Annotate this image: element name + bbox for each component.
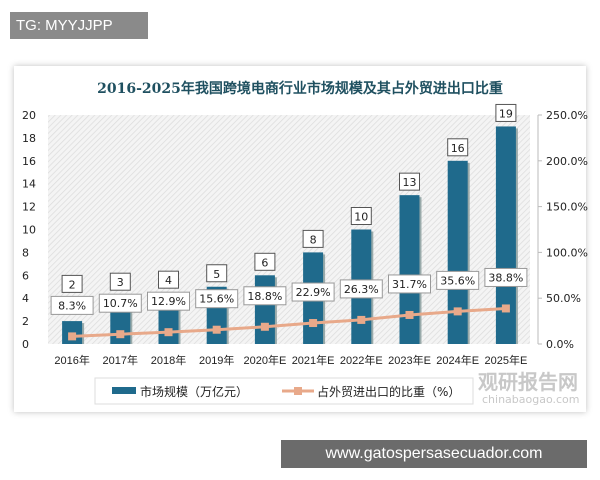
y-tick-label: 0 (22, 338, 29, 351)
bar-label: 8 (310, 233, 317, 246)
x-tick-label: 2025年E (484, 353, 527, 367)
bar-label-box (109, 272, 131, 291)
line-marker (68, 332, 77, 341)
line-label-box (388, 274, 431, 294)
logo-watermark: 观研报告网 (478, 370, 578, 394)
line-label: 8.3% (58, 299, 86, 312)
y-tick-label: 16 (22, 155, 36, 168)
bar-label-box (206, 264, 228, 283)
x-tick-label: 2017年 (103, 353, 138, 367)
bar-label: 4 (165, 274, 172, 287)
y-tick-label: 8 (22, 246, 29, 259)
y-tick-label: 10 (22, 224, 36, 237)
line-label: 26.3% (344, 283, 379, 296)
line-label-box (98, 293, 142, 313)
legend-bar-label: 市场规模（万亿元） (140, 384, 248, 399)
line-label-box (50, 295, 94, 315)
line-label: 22.9% (296, 286, 331, 299)
bar (447, 160, 468, 344)
line-marker (357, 315, 366, 324)
bar-label: 16 (451, 142, 465, 155)
line-label-box (147, 291, 190, 311)
y-tick-label: 18 (22, 132, 36, 145)
bar (495, 126, 516, 344)
x-tick-label: 2019年 (199, 353, 234, 367)
line-label: 31.7% (392, 278, 427, 291)
line-marker (116, 330, 125, 339)
bar-label-box (495, 103, 517, 122)
legend-line-marker (294, 387, 302, 395)
y2-tick-label: 200.0% (546, 155, 588, 168)
y2-tick-label: 100.0% (546, 246, 588, 259)
line-label: 38.8% (488, 271, 523, 284)
line-marker (212, 325, 221, 334)
bar-label-box (399, 172, 420, 191)
line-label-box (195, 289, 239, 309)
legend-line-label: 占外贸进出口的比重（%） (317, 384, 460, 399)
line-marker (260, 322, 269, 331)
line-label-box (484, 267, 528, 287)
line-label-box (243, 286, 287, 306)
y-tick-label: 6 (22, 269, 29, 282)
y-tick-label: 20 (22, 109, 36, 122)
x-tick-label: 2022年E (340, 353, 383, 367)
y-tick-label: 2 (22, 315, 29, 328)
bar-label: 3 (117, 276, 124, 289)
bar (399, 195, 420, 344)
y-tick-label: 12 (22, 201, 36, 214)
line-series (72, 306, 506, 338)
bar (110, 309, 131, 344)
chart-title: 2016-2025年我国跨境电商行业市场规模及其占外贸进出口比重 (97, 81, 503, 97)
bar-label: 13 (403, 176, 417, 189)
y2-tick-label: 0.0% (546, 338, 574, 351)
line-marker (501, 304, 510, 313)
y2-tick-label: 50.0% (546, 292, 581, 305)
bar-label-box (350, 207, 372, 225)
footer-watermark: www.gatospersasecuador.com (281, 440, 587, 468)
line-label: 15.6% (199, 293, 234, 306)
x-tick-label: 2023年E (388, 353, 431, 367)
bar-label: 2 (69, 278, 76, 291)
bar (254, 275, 275, 344)
line-marker (309, 319, 318, 328)
y2-tick-label: 250.0% (546, 109, 588, 122)
line-label: 35.6% (440, 274, 475, 287)
header-tag: TG: MYYJJPP (10, 12, 148, 39)
bar-label: 10 (354, 211, 368, 224)
x-tick-label: 2021年E (292, 353, 335, 367)
bar-label-box (158, 270, 179, 289)
line-label-box (339, 279, 383, 299)
bar-label-box (254, 252, 276, 271)
legend-bar-swatch (112, 387, 136, 394)
bar-label-box (302, 229, 324, 248)
bar-label: 19 (499, 107, 513, 120)
line-label: 10.7% (103, 297, 138, 310)
bar-label-box (61, 274, 83, 293)
logo-url: chinabaogao.com (482, 393, 580, 406)
line-marker (164, 328, 173, 337)
x-tick-label: 2018年 (151, 353, 186, 367)
y-tick-label: 14 (22, 178, 36, 191)
x-tick-label: 2024年E (436, 353, 479, 367)
x-tick-label: 2016年 (54, 353, 89, 367)
bar-label-box (447, 138, 469, 157)
bar-label: 5 (213, 268, 220, 281)
line-marker (405, 310, 414, 319)
y-tick-label: 4 (22, 292, 29, 305)
bar-label: 6 (261, 256, 268, 269)
line-label-box (436, 270, 480, 290)
line-label: 18.8% (247, 290, 282, 303)
y2-tick-label: 150.0% (546, 201, 588, 214)
x-tick-label: 2020年E (243, 353, 286, 367)
line-label-box (291, 282, 335, 302)
line-label: 12.9% (151, 295, 186, 308)
line-marker (453, 307, 462, 316)
